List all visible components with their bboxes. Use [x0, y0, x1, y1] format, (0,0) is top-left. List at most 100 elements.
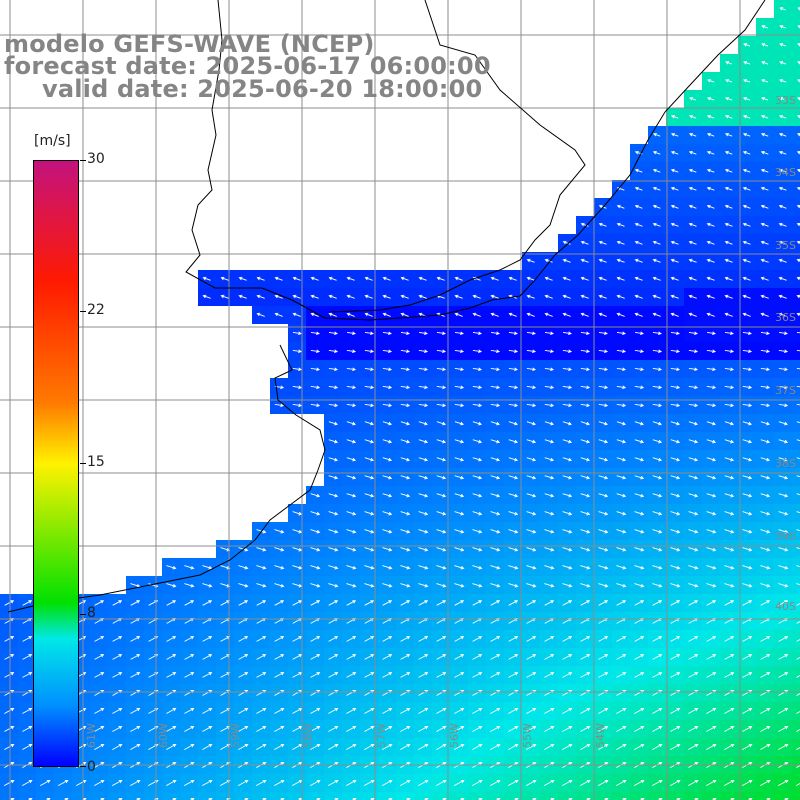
wind-arrow	[382, 367, 393, 372]
lat-label: 33S	[775, 94, 796, 107]
lat-label: 39S	[775, 530, 796, 543]
wind-arrow	[274, 276, 283, 281]
wind-arrow	[652, 240, 661, 245]
wind-arrow	[724, 114, 733, 119]
wind-arrow	[670, 403, 681, 408]
wind-arrow	[544, 439, 555, 444]
wind-arrow	[364, 547, 375, 552]
wind-arrow	[94, 672, 105, 678]
wind-arrow	[454, 600, 465, 606]
wind-arrow	[490, 636, 501, 642]
wind-arrow	[760, 367, 771, 372]
wind-arrow	[544, 385, 555, 390]
wind-arrow	[310, 547, 321, 552]
wind-arrow	[580, 312, 589, 317]
wind-arrow	[220, 276, 229, 281]
wind-arrow	[453, 779, 465, 786]
wind-arrow	[688, 547, 699, 552]
wind-arrow	[562, 743, 573, 750]
wind-arrow	[688, 511, 699, 516]
wind-arrow	[364, 294, 373, 299]
wind-arrow	[562, 294, 571, 299]
wind-arrow	[580, 743, 591, 750]
wind-arrow	[436, 743, 447, 750]
wind-arrow	[238, 708, 249, 714]
wind-arrow	[778, 403, 789, 408]
wind-arrow	[166, 726, 177, 732]
wind-arrow	[346, 636, 357, 642]
wind-arrow	[706, 312, 715, 317]
wind-arrow	[652, 475, 663, 480]
wind-arrow	[562, 708, 573, 714]
wind-arrow	[670, 708, 681, 714]
wind-arrow	[418, 475, 429, 480]
wind-arrow	[688, 493, 699, 498]
wind-arrow	[652, 150, 661, 155]
wind-arrow	[634, 204, 643, 209]
wind-arrow	[742, 565, 753, 570]
wind-arrow	[616, 654, 627, 660]
wind-arrow	[670, 493, 681, 498]
wind-arrow	[634, 294, 643, 299]
wind-arrow	[778, 475, 789, 480]
wind-arrow	[670, 150, 679, 155]
wind-arrow	[760, 583, 771, 588]
wind-arrow	[94, 726, 105, 732]
wind-arrow	[454, 421, 464, 426]
wind-arrow	[369, 797, 375, 800]
wind-arrow	[220, 583, 231, 588]
wind-arrow	[454, 708, 465, 714]
wind-arrow	[634, 672, 645, 678]
wind-arrow	[274, 600, 285, 606]
wind-arrow	[761, 61, 769, 65]
wind-arrow	[778, 547, 789, 552]
wind-arrow	[400, 654, 411, 660]
wind-arrow	[490, 276, 499, 281]
wind-arrow	[273, 779, 285, 786]
wind-arrow	[544, 600, 555, 606]
wind-arrow	[129, 779, 141, 786]
wind-arrow	[400, 726, 411, 732]
wind-arrow	[202, 583, 213, 588]
wind-arrow	[112, 672, 123, 678]
wind-arrow	[562, 529, 573, 534]
wind-arrow	[779, 96, 787, 101]
wind-arrow	[741, 779, 753, 786]
wind-arrow	[724, 186, 733, 191]
wind-arrow	[616, 204, 625, 209]
wind-arrow	[778, 258, 787, 263]
wind-arrow	[477, 797, 483, 800]
wind-arrow	[778, 654, 789, 660]
wind-arrow	[777, 779, 789, 786]
wind-arrow	[508, 511, 519, 516]
wind-arrow	[382, 457, 393, 462]
wind-arrow	[363, 779, 375, 786]
wind-arrow	[400, 708, 411, 714]
wind-arrow	[616, 258, 625, 263]
wind-arrow	[3, 779, 15, 786]
wind-arrow	[544, 349, 555, 354]
wind-arrow	[670, 222, 679, 227]
wind-arrow	[310, 331, 320, 336]
lat-label: 37S	[775, 384, 796, 397]
wind-arrow	[454, 493, 465, 498]
wind-arrow	[364, 726, 375, 732]
wind-arrow	[760, 186, 769, 191]
wind-arrow	[238, 565, 249, 570]
wind-arrow	[652, 204, 661, 209]
wind-arrow	[364, 511, 375, 516]
wind-arrow	[544, 708, 555, 714]
wind-arrow	[670, 240, 679, 245]
wind-arrow	[346, 385, 357, 390]
wind-arrow	[454, 565, 465, 570]
wind-arrow	[760, 222, 769, 227]
wind-arrow	[292, 385, 303, 390]
wind-arrow	[544, 403, 555, 408]
wind-arrow	[508, 654, 519, 660]
wind-arrow	[436, 331, 446, 336]
wind-arrow	[580, 475, 591, 480]
wind-arrow	[796, 421, 800, 424]
wind-arrow	[634, 439, 645, 444]
wind-arrow	[364, 385, 375, 390]
wind-arrow	[418, 726, 429, 732]
